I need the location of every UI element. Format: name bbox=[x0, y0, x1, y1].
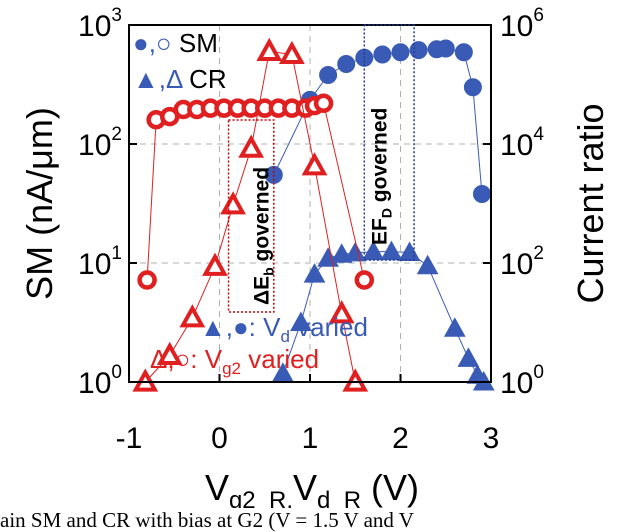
data-point bbox=[313, 93, 334, 114]
data-point bbox=[373, 45, 392, 64]
data-point bbox=[380, 240, 403, 261]
x-tick-label: -1 bbox=[116, 422, 143, 455]
y-left-tick-label: 101 bbox=[78, 243, 122, 281]
data-point bbox=[463, 78, 482, 97]
data-point bbox=[279, 40, 305, 65]
x-tick-label: 2 bbox=[392, 422, 409, 455]
y-left-axis-label: SM (nA/μm) bbox=[19, 107, 60, 300]
y-left-tick-label: 103 bbox=[78, 5, 122, 43]
y-right-tick-label: 106 bbox=[500, 5, 544, 43]
y-left-tick-label: 102 bbox=[78, 124, 122, 162]
y-right-tick-label: 100 bbox=[500, 362, 544, 400]
y-right-tick-label: 104 bbox=[500, 124, 544, 162]
figure-caption: ain SM and CR with bias at G2 (V = 1.5 V… bbox=[0, 508, 414, 532]
data-point bbox=[436, 39, 455, 58]
data-point bbox=[220, 191, 246, 215]
legend-vg2-varied: Δ,○: Vg2 varied bbox=[150, 344, 319, 378]
annotations: ΔEb governed EFD governed bbox=[227, 24, 415, 313]
data-point bbox=[457, 347, 480, 367]
data-point bbox=[344, 241, 367, 262]
data-point bbox=[337, 55, 356, 74]
data-point bbox=[179, 304, 206, 328]
data-point bbox=[443, 317, 466, 337]
data-point bbox=[409, 41, 428, 60]
data-point bbox=[137, 270, 157, 290]
data-point bbox=[328, 300, 355, 324]
data-point bbox=[256, 37, 283, 61]
data-point bbox=[238, 134, 265, 158]
efd-governed-box bbox=[363, 24, 415, 261]
y-right-tick-label: 102 bbox=[500, 243, 544, 281]
eb-governed-label: ΔEb governed bbox=[251, 167, 277, 305]
legend-vd-varied: ▲,●: Vd varied bbox=[200, 312, 368, 346]
x-tick-label: 3 bbox=[483, 422, 500, 455]
x-tick-label: 0 bbox=[211, 422, 228, 455]
data-point bbox=[472, 185, 491, 204]
data-point bbox=[156, 341, 183, 365]
data-point bbox=[416, 254, 439, 275]
legend-cr: ▲,Δ CR bbox=[133, 64, 227, 94]
legend-sm: ●,○ SM bbox=[133, 28, 218, 58]
x-axis-label: Vg2_R,Vd_R (V) bbox=[205, 467, 419, 508]
y-left-tick-label: 100 bbox=[78, 362, 122, 400]
data-point bbox=[290, 311, 312, 331]
data-point bbox=[301, 152, 328, 176]
eb-governed-box bbox=[227, 119, 275, 313]
efd-governed-label: EFD governed bbox=[368, 108, 394, 245]
data-point bbox=[398, 241, 421, 262]
data-point bbox=[202, 252, 228, 276]
data-point bbox=[354, 270, 375, 290]
data-point bbox=[391, 43, 410, 62]
data-point bbox=[303, 263, 326, 283]
data-point bbox=[319, 66, 338, 85]
x-tick-label: 1 bbox=[302, 422, 319, 455]
y-right-axis-label: Current ratio bbox=[570, 103, 611, 303]
data-point bbox=[454, 43, 473, 62]
